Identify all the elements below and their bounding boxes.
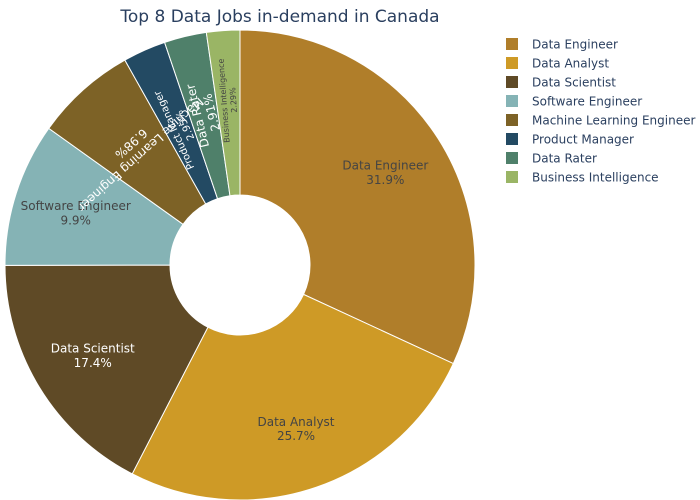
legend-swatch-machine-learning-engineer[interactable]: [506, 114, 518, 126]
pie-slices: [4, 29, 476, 500]
slice-label-data-scientist: Data Scientist 17.4%: [51, 341, 135, 369]
legend-label-data-engineer[interactable]: Data Engineer: [532, 38, 618, 52]
slice-software-engineer[interactable]: [4, 127, 184, 266]
legend-label-business-intelligence[interactable]: Business Intelligence: [532, 171, 659, 185]
legend-label-software-engineer[interactable]: Software Engineer: [532, 95, 642, 109]
legend-swatch-data-analyst[interactable]: [506, 57, 518, 69]
legend-swatch-data-engineer[interactable]: [506, 38, 518, 50]
legend-swatch-software-engineer[interactable]: [506, 95, 518, 107]
legend-swatch-data-scientist[interactable]: [506, 76, 518, 88]
legend-label-data-scientist[interactable]: Data Scientist: [532, 76, 616, 90]
legend-label-data-rater[interactable]: Data Rater: [532, 152, 597, 166]
legend: Data Engineer Data Analyst Data Scientist S…: [506, 38, 695, 185]
slice-label-software-engineer: Software Engineer 9.9%: [21, 199, 131, 227]
legend-label-data-analyst[interactable]: Data Analyst: [532, 57, 609, 71]
legend-swatch-data-rater[interactable]: [506, 152, 518, 164]
slice-label-data-engineer: Data Engineer 31.9%: [342, 159, 428, 187]
legend-swatch-business-intelligence[interactable]: [506, 171, 518, 183]
slice-business-intelligence[interactable]: [205, 29, 241, 197]
legend-label-machine-learning-engineer[interactable]: Machine Learning Engineer: [532, 114, 695, 128]
legend-label-product-manager[interactable]: Product Manager: [532, 133, 634, 147]
slice-data-scientist[interactable]: [4, 264, 209, 475]
chart-title: Top 8 Data Jobs in-demand in Canada: [119, 7, 439, 27]
slice-label-data-analyst: Data Analyst 25.7%: [257, 415, 334, 443]
legend-swatch-product-manager[interactable]: [506, 133, 518, 145]
slice-data-engineer[interactable]: [239, 29, 476, 365]
slice-data-analyst[interactable]: [131, 293, 454, 500]
